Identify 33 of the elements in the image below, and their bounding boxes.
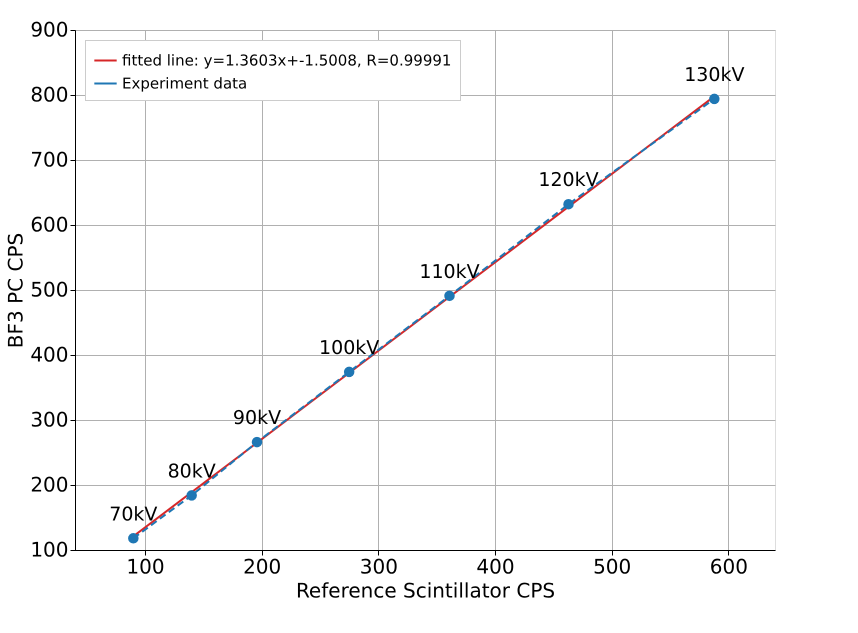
y-tick-label: 800	[30, 82, 68, 106]
annotation: 100kV	[319, 336, 380, 359]
point	[186, 490, 197, 501]
x-tick-label: 400	[476, 554, 515, 578]
point	[444, 290, 455, 302]
y-tick-label: 400	[30, 342, 68, 366]
x-tick-label: 300	[360, 554, 398, 578]
annotation: 110kV	[419, 260, 480, 283]
y-tick-label: 100	[30, 538, 68, 562]
y-tick-label: 500	[30, 278, 68, 302]
x-tick-label: 100	[126, 554, 165, 578]
legend-label: fitted line: y=1.3603x+-1.5008, R=0.99991	[122, 52, 452, 70]
x-tick-label: 200	[243, 554, 282, 578]
legend-label: Experiment data	[122, 74, 248, 92]
annotation: 120kV	[538, 169, 599, 192]
x-tick-label: 600	[710, 554, 748, 578]
annotation: 90kV	[232, 407, 282, 430]
y-tick-label: 700	[30, 148, 68, 172]
x-axis-title: Reference Scintillator CPS	[296, 578, 556, 602]
point	[563, 198, 574, 210]
y-tick-label: 300	[30, 408, 68, 432]
point	[709, 94, 720, 104]
y-axis-title: BF3 PC CPS	[3, 232, 28, 348]
annotation: 130kV	[684, 64, 744, 86]
point	[344, 366, 354, 378]
point	[252, 436, 262, 448]
point	[128, 533, 139, 544]
y-tick-label: 900	[30, 18, 68, 42]
x-tick-label: 500	[593, 554, 632, 578]
annotation: 70kV	[109, 503, 158, 526]
y-tick-label: 600	[30, 212, 68, 236]
annotation: 80kV	[168, 460, 216, 482]
y-tick-label: 200	[30, 472, 68, 496]
